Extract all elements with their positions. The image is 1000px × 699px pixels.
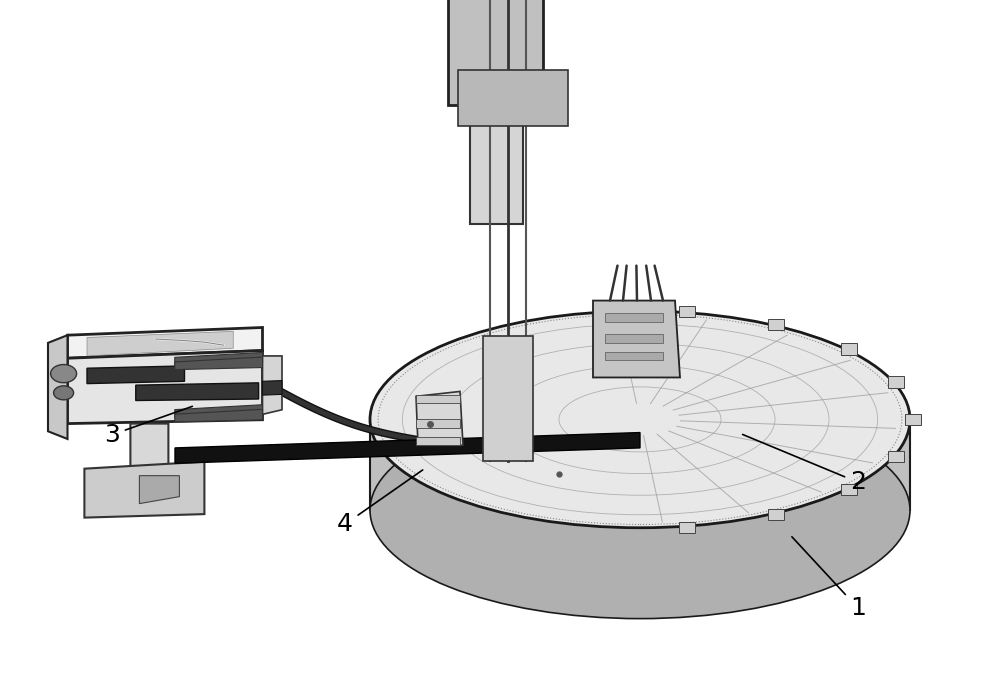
Polygon shape [416, 437, 460, 445]
Circle shape [51, 365, 77, 383]
Polygon shape [605, 334, 663, 343]
Polygon shape [139, 475, 179, 503]
Ellipse shape [370, 402, 910, 619]
Text: 3: 3 [104, 406, 192, 447]
Polygon shape [458, 70, 568, 126]
Polygon shape [483, 336, 533, 461]
Polygon shape [470, 0, 523, 224]
Polygon shape [87, 331, 233, 356]
Polygon shape [605, 352, 663, 360]
Polygon shape [416, 395, 460, 403]
Circle shape [54, 386, 74, 400]
Polygon shape [68, 351, 262, 424]
Polygon shape [262, 356, 282, 415]
Polygon shape [888, 452, 904, 463]
Polygon shape [68, 327, 262, 358]
Polygon shape [175, 410, 262, 422]
Polygon shape [605, 313, 663, 322]
Polygon shape [841, 343, 857, 354]
Polygon shape [370, 419, 910, 510]
Polygon shape [679, 306, 695, 317]
Polygon shape [175, 357, 262, 370]
Polygon shape [136, 383, 259, 401]
Text: 1: 1 [792, 537, 866, 620]
Polygon shape [87, 366, 184, 384]
Polygon shape [175, 405, 262, 417]
Polygon shape [416, 419, 460, 428]
Ellipse shape [370, 311, 910, 528]
Polygon shape [416, 391, 463, 445]
Polygon shape [175, 433, 640, 463]
Polygon shape [84, 462, 204, 517]
Polygon shape [888, 376, 904, 387]
Polygon shape [679, 521, 695, 533]
Polygon shape [130, 424, 168, 496]
Polygon shape [905, 414, 921, 425]
Polygon shape [841, 484, 857, 496]
Polygon shape [593, 301, 680, 377]
Text: 4: 4 [337, 470, 423, 536]
Polygon shape [175, 352, 262, 365]
Polygon shape [262, 380, 282, 395]
Text: 2: 2 [743, 435, 866, 494]
Polygon shape [768, 319, 784, 330]
Polygon shape [448, 0, 543, 105]
Polygon shape [768, 509, 784, 520]
Polygon shape [48, 335, 68, 439]
